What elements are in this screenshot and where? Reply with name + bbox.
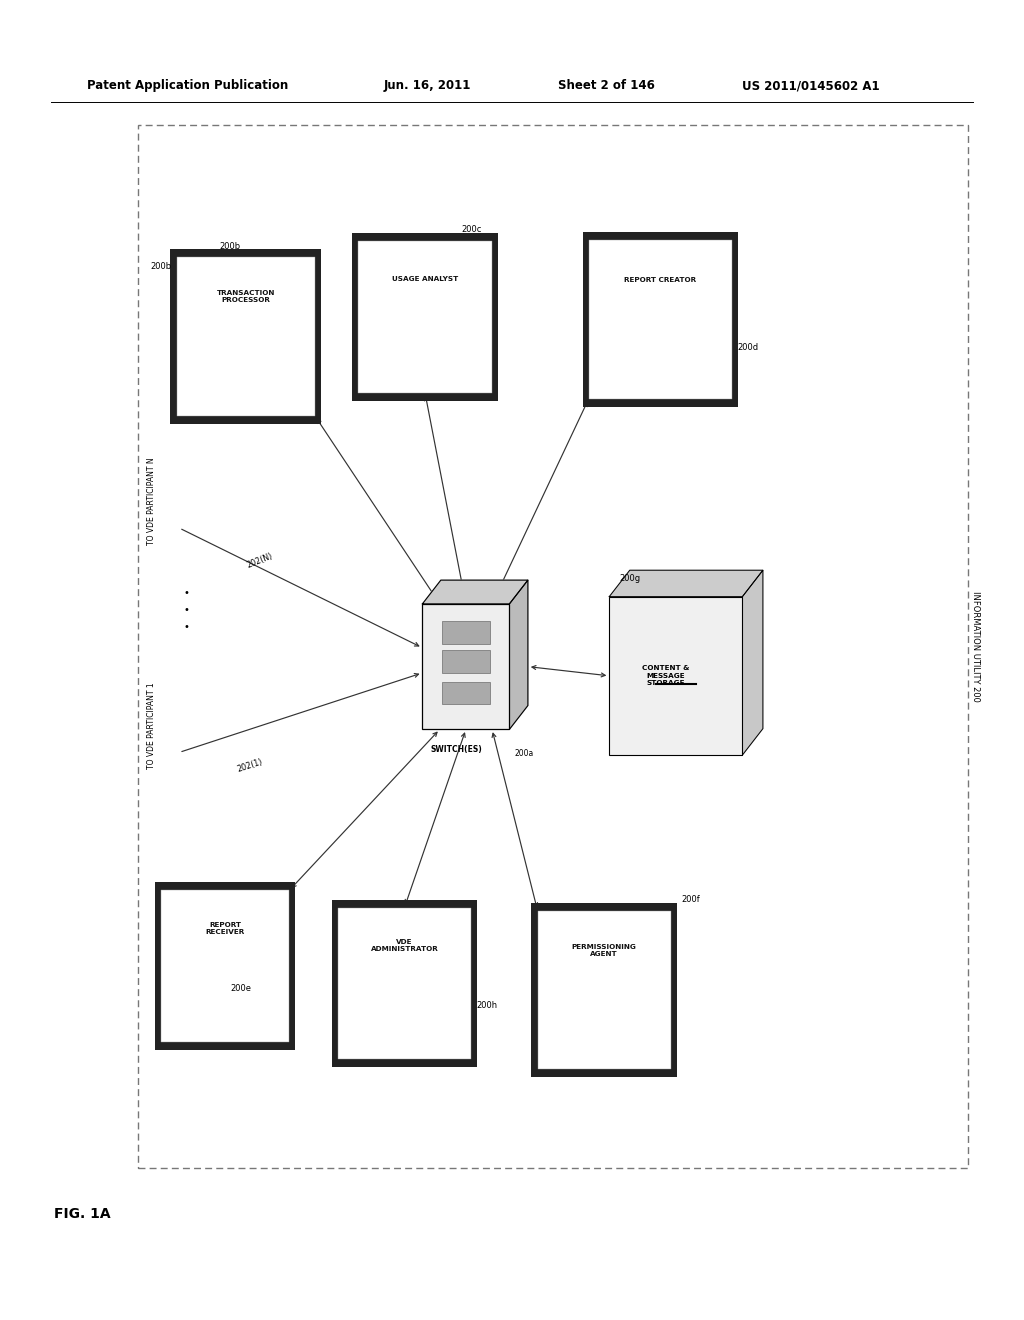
Text: TO VDE PARTICIPANT N: TO VDE PARTICIPANT N xyxy=(147,458,156,545)
Bar xyxy=(358,240,492,393)
Text: TO VDE PARTICIPANT 1: TO VDE PARTICIPANT 1 xyxy=(147,682,156,770)
Text: 200g: 200g xyxy=(620,574,641,583)
Text: REPORT
RECEIVER: REPORT RECEIVER xyxy=(206,921,245,935)
Bar xyxy=(538,911,671,1069)
Text: TRANSACTION
PROCESSOR: TRANSACTION PROCESSOR xyxy=(216,290,275,304)
Text: PERMISSIONING
AGENT: PERMISSIONING AGENT xyxy=(571,944,637,957)
Text: 200a: 200a xyxy=(514,750,534,758)
Text: 200f: 200f xyxy=(681,895,699,904)
Bar xyxy=(162,891,289,1043)
Text: CONTENT &
MESSAGE
STORAGE: CONTENT & MESSAGE STORAGE xyxy=(642,665,689,686)
Text: Patent Application Publication: Patent Application Publication xyxy=(87,79,289,92)
Text: 200b: 200b xyxy=(151,261,171,271)
Text: 202(N): 202(N) xyxy=(246,552,274,570)
Text: SWITCH(ES): SWITCH(ES) xyxy=(431,744,482,754)
Text: 200d: 200d xyxy=(737,343,759,352)
Text: Sheet 2 of 146: Sheet 2 of 146 xyxy=(558,79,655,92)
Bar xyxy=(531,903,677,1077)
Bar xyxy=(352,232,498,401)
Bar xyxy=(442,651,489,673)
Polygon shape xyxy=(423,581,528,605)
Bar xyxy=(156,882,295,1051)
Text: •: • xyxy=(183,622,189,632)
Text: 200c: 200c xyxy=(461,226,481,235)
Text: INFORMATION UTILITY 200: INFORMATION UTILITY 200 xyxy=(972,591,980,702)
Bar xyxy=(138,125,968,1168)
Bar xyxy=(589,240,732,399)
Polygon shape xyxy=(510,581,528,729)
Bar xyxy=(338,908,471,1059)
Text: 200b: 200b xyxy=(219,242,241,251)
Text: •: • xyxy=(183,605,189,615)
Polygon shape xyxy=(742,570,763,755)
Text: VDE
ADMINISTRATOR: VDE ADMINISTRATOR xyxy=(371,939,438,952)
Text: 202(1): 202(1) xyxy=(236,758,263,774)
Text: REPORT CREATOR: REPORT CREATOR xyxy=(625,277,696,282)
Bar xyxy=(609,597,742,755)
Text: USAGE ANALYST: USAGE ANALYST xyxy=(392,276,458,282)
Bar xyxy=(176,257,315,416)
Text: US 2011/0145602 A1: US 2011/0145602 A1 xyxy=(742,79,880,92)
Bar xyxy=(170,249,322,424)
Text: Jun. 16, 2011: Jun. 16, 2011 xyxy=(384,79,471,92)
Text: FIG. 1A: FIG. 1A xyxy=(53,1208,111,1221)
Bar xyxy=(332,900,477,1067)
Text: •: • xyxy=(183,587,189,598)
Polygon shape xyxy=(609,570,763,597)
Text: 200e: 200e xyxy=(230,983,252,993)
Bar xyxy=(423,605,510,729)
Bar xyxy=(442,622,489,644)
Bar xyxy=(442,681,489,704)
Bar xyxy=(583,232,738,407)
Text: 200h: 200h xyxy=(476,1001,498,1010)
